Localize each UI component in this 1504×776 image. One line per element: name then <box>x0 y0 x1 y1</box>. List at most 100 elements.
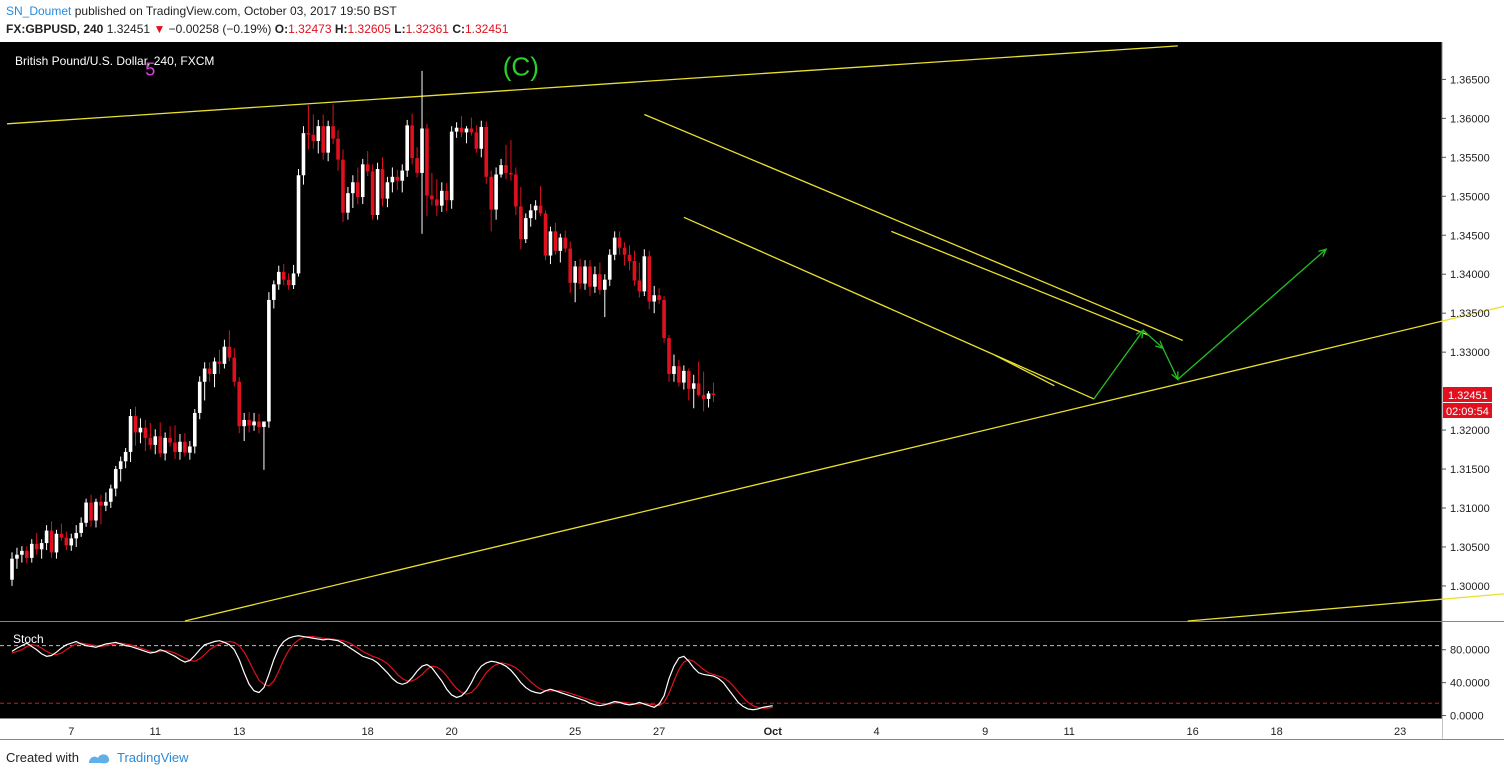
price-tick-label: 1.36000 <box>1450 113 1490 125</box>
price-tick-label: 1.34000 <box>1450 269 1490 281</box>
candle-body <box>588 266 592 287</box>
candle-body <box>405 125 409 171</box>
price-chart[interactable]: British Pound/U.S. Dollar, 240, FXCM Sto… <box>0 42 1504 740</box>
candle-body <box>686 370 691 389</box>
candle-body <box>133 416 138 433</box>
candle-body <box>59 533 64 538</box>
candle-body <box>514 174 518 207</box>
candle-body <box>109 488 113 502</box>
price-tick-label: 1.35000 <box>1450 191 1490 203</box>
candle-body <box>272 284 276 300</box>
stoch-tick-label: 80.0000 <box>1450 645 1490 657</box>
candle-body <box>276 271 281 285</box>
candle-body <box>627 254 632 261</box>
brand-name: TradingView <box>116 750 189 765</box>
trendline-4 <box>683 216 1095 400</box>
candle-body <box>652 295 656 302</box>
time-tick-label: 18 <box>362 726 374 738</box>
candle-body <box>701 395 706 399</box>
price-tick-label: 1.30500 <box>1450 542 1490 554</box>
tradingview-link[interactable]: TradingView <box>87 750 189 765</box>
candle-body <box>247 419 251 426</box>
candle-body <box>104 501 108 506</box>
candle-body <box>74 532 79 539</box>
candle-body <box>217 361 222 364</box>
footer: Created with TradingView <box>6 750 189 765</box>
candle-body <box>346 193 350 213</box>
candle-body <box>222 346 227 364</box>
candle-body <box>677 366 681 383</box>
time-axis: 7 11 13 18 20 25 27 Oct 4 9 11 16 18 23 <box>0 718 1442 739</box>
candle-body <box>341 159 345 213</box>
last-price: 1.32451 <box>106 22 151 36</box>
time-tick-label: 7 <box>68 726 74 738</box>
timer-badge <box>1443 403 1492 419</box>
candle-body <box>454 127 459 132</box>
candle-body <box>430 195 434 200</box>
candle-body <box>568 248 573 283</box>
time-tick-label: 27 <box>653 726 665 738</box>
candle-body <box>696 383 701 396</box>
close-label: C: <box>452 22 465 36</box>
candle-body <box>543 213 548 256</box>
candle-body <box>207 368 212 374</box>
candle-body <box>113 469 118 489</box>
candle-body <box>148 437 153 445</box>
stoch-k-line <box>11 635 773 711</box>
candle-body <box>395 176 400 181</box>
projection-arrows <box>1093 248 1328 400</box>
candle-body <box>612 237 617 255</box>
time-tick-label: 13 <box>233 726 245 738</box>
candle-body <box>291 273 296 286</box>
candle-body <box>484 126 489 177</box>
candle-body <box>479 126 484 149</box>
candle-body <box>197 381 202 413</box>
candle-body <box>593 274 597 287</box>
candle-body <box>667 338 671 374</box>
time-tick-label: 25 <box>569 726 581 738</box>
candle-body <box>578 266 582 284</box>
candle-body <box>89 502 93 521</box>
candle-body <box>435 199 439 206</box>
candle-body <box>706 393 711 399</box>
candle-body <box>173 442 177 452</box>
candle-body <box>237 381 242 427</box>
candle-body <box>499 165 503 175</box>
author-link[interactable]: SN_Doumet <box>6 4 72 18</box>
candle-body <box>439 190 444 206</box>
candle-body <box>474 132 479 149</box>
symbol-label: FX:GBPUSD, 240 <box>6 22 104 36</box>
candle-body <box>380 169 385 199</box>
candle-body <box>360 164 365 198</box>
price-tick-label: 1.31500 <box>1450 464 1490 476</box>
candle-body <box>365 164 370 172</box>
candle-body <box>583 266 587 284</box>
candle-body <box>415 158 419 173</box>
candle-body <box>558 237 563 251</box>
published-text: published on TradingView.com, October 03… <box>74 4 397 18</box>
last-price-badge-text: 1.32451 <box>1448 390 1488 402</box>
price-change: −0.00258 (−0.19%) <box>168 22 272 36</box>
candle-body <box>459 127 464 133</box>
candle-body <box>84 502 88 523</box>
trendline-2 <box>1187 593 1504 622</box>
candle-body <box>257 421 261 427</box>
candle-body <box>598 274 602 290</box>
candle-body <box>632 260 637 281</box>
candle-body <box>281 271 286 280</box>
tradingview-logo-icon <box>88 753 110 763</box>
candle-body <box>15 554 19 559</box>
price-tick-label: 1.32000 <box>1450 425 1490 437</box>
candle-body <box>617 237 622 248</box>
candle-body <box>449 131 454 201</box>
candle-body <box>25 550 29 558</box>
time-tick-label: Oct <box>764 726 783 738</box>
candle-body <box>99 501 103 506</box>
trendline-6 <box>994 354 1055 387</box>
price-badges: 1.32451 02:09:54 <box>1443 387 1492 419</box>
candle-body <box>410 125 414 159</box>
candle-body <box>504 165 508 173</box>
stoch-pane: 80.0000 40.0000 0.0000 <box>0 635 1490 723</box>
candle-body <box>682 370 686 383</box>
wave-labels: 5 (C) <box>145 51 539 81</box>
